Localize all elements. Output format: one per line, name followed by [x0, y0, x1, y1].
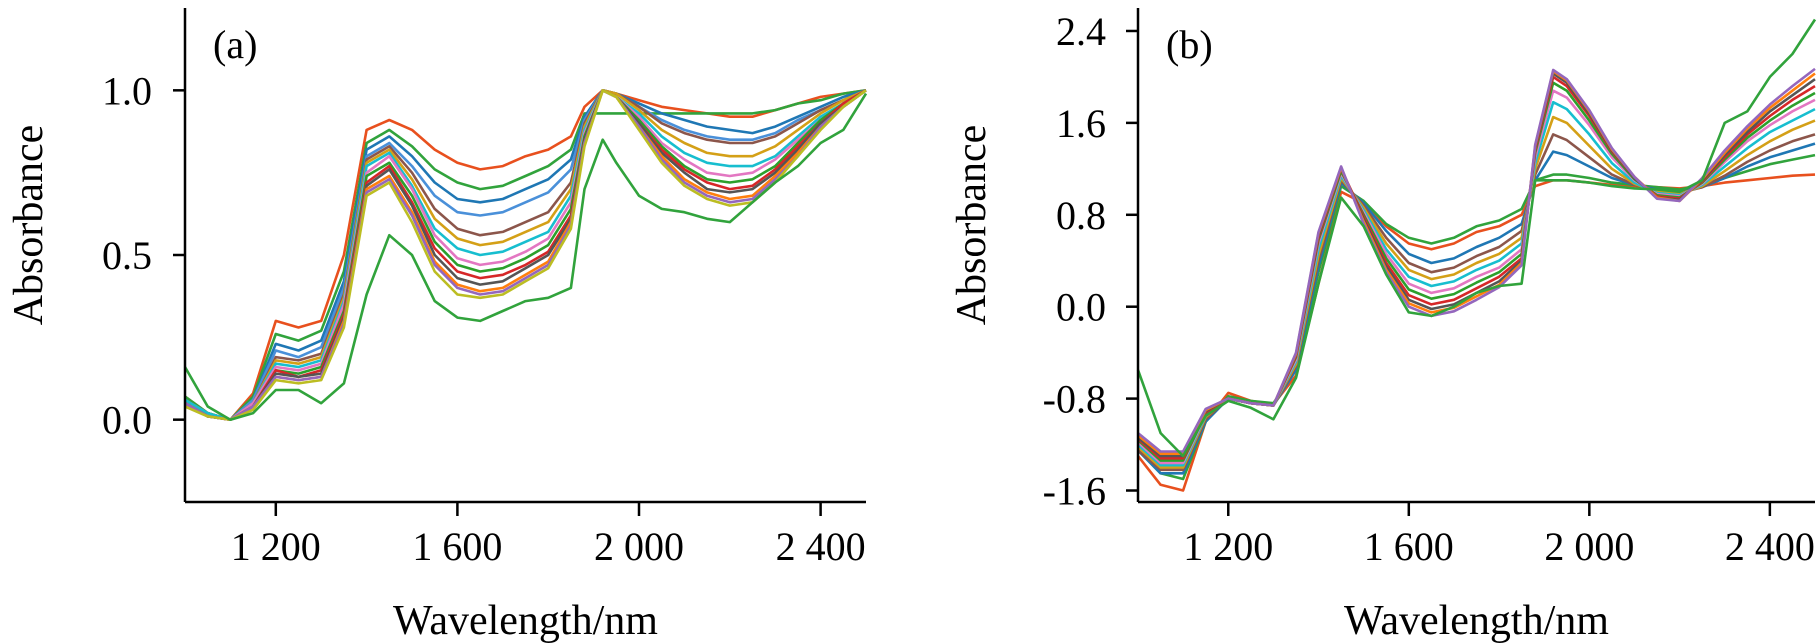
series-line-12: [184, 89, 867, 422]
x-tick-label: 2 000: [594, 524, 684, 569]
series-line-0: [184, 89, 867, 422]
series-line-6: [1137, 89, 1816, 465]
x-axis-title: Wavelength/nm: [393, 598, 658, 644]
series-line-11: [1137, 67, 1816, 453]
series-line-12: [1136, 18, 1817, 458]
series-line-14: [183, 92, 868, 422]
series-line-1: [184, 89, 867, 422]
series-group: [183, 89, 868, 422]
series-line-10: [184, 89, 867, 422]
y-tick-label: -0.8: [1043, 377, 1106, 422]
panel-label: (a): [213, 22, 257, 67]
x-tick-label: 1 200: [231, 524, 321, 569]
y-axis-title: Absorbance: [6, 125, 52, 326]
x-tick-label: 2 400: [776, 524, 866, 569]
series-line-2: [184, 89, 867, 422]
x-tick-label: 1 200: [1183, 524, 1273, 569]
x-tick-label: 1 600: [1364, 524, 1454, 569]
x-tick-label: 1 600: [412, 524, 502, 569]
y-tick-label: -1.6: [1043, 469, 1106, 514]
series-line-4: [184, 89, 867, 422]
y-tick-label: 1.0: [102, 68, 152, 113]
panel-label: (b): [1166, 22, 1213, 67]
series-group: [1136, 18, 1817, 492]
y-tick-label: 0.0: [1056, 285, 1106, 330]
series-line-2: [1137, 142, 1816, 475]
series-line-3: [184, 89, 867, 422]
series-line-6: [184, 89, 867, 422]
x-axis-title: Wavelength/nm: [1344, 598, 1609, 644]
y-tick-label: 2.4: [1056, 9, 1106, 54]
series-line-7: [184, 89, 867, 422]
y-tick-label: 1.6: [1056, 101, 1106, 146]
series-line-1: [1137, 153, 1816, 481]
y-tick-label: 0.0: [102, 398, 152, 443]
series-line-8: [184, 89, 867, 422]
x-tick-label: 2 400: [1725, 524, 1815, 569]
y-tick-label: 0.5: [102, 233, 152, 278]
panel-b: -1.6 -0.8 0.0 0.8 1.6 2.4 1 200 1 600 2 000 2 400…: [949, 8, 1817, 644]
y-tick-label: 0.8: [1056, 193, 1106, 238]
series-line-13: [184, 89, 867, 422]
series-line-0: [1136, 173, 1816, 492]
panel-a: 0.0 0.5 1.0 1 200 1 600 2 000 2 400 Wavelength/…: [6, 8, 868, 644]
y-axis-title: Absorbance: [949, 125, 995, 326]
series-line-5: [184, 89, 867, 422]
x-tick-label: 2 000: [1544, 524, 1634, 569]
